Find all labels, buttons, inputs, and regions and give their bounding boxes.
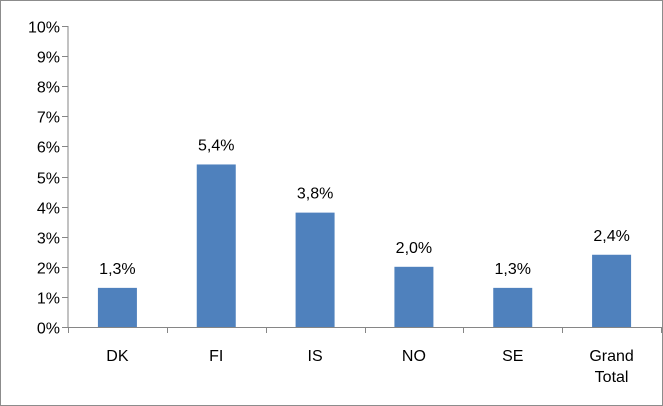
y-tick-label: 5% — [37, 171, 60, 188]
data-label: 2,4% — [593, 228, 629, 245]
bar-fi — [196, 164, 236, 327]
category-label: Grand Total — [589, 348, 633, 386]
data-label: 1,3% — [495, 261, 531, 278]
data-label: 1,3% — [99, 261, 135, 278]
category-label: FI — [209, 348, 223, 365]
x-axis: DK FI IS NO SE Grand Total — [68, 327, 662, 386]
y-tick-label: 4% — [37, 201, 60, 218]
y-axis: 0% 1% 2% 3% 4% 5% 6% 7% 8% 9% 10% — [28, 20, 69, 338]
category-label-line: NO — [402, 348, 426, 365]
data-labels: 1,3% 5,4% 3,8% 2,0% 1,3% 2,4% — [99, 137, 630, 277]
category-label-line: FI — [209, 348, 223, 365]
y-tick-label: 0% — [37, 321, 60, 338]
data-label: 5,4% — [198, 137, 234, 154]
bar-se — [493, 287, 533, 327]
y-tick-label: 1% — [37, 291, 60, 308]
data-label: 2,0% — [396, 240, 432, 257]
category-label: DK — [106, 348, 129, 365]
y-tick-label: 8% — [37, 80, 60, 97]
category-label-line: Grand — [589, 348, 633, 365]
category-label-line: Total — [595, 369, 629, 386]
y-tick-label: 9% — [37, 50, 60, 67]
category-label: IS — [308, 348, 323, 365]
y-tick-label: 10% — [28, 20, 60, 37]
category-label: NO — [402, 348, 426, 365]
bar-dk — [97, 287, 137, 327]
data-label: 3,8% — [297, 186, 333, 203]
y-tick-label: 7% — [37, 110, 60, 127]
category-label-line: DK — [106, 348, 129, 365]
y-tick-label: 6% — [37, 140, 60, 157]
y-tick-label: 3% — [37, 231, 60, 248]
category-label: SE — [502, 348, 523, 365]
bars — [97, 164, 632, 327]
category-label-line: IS — [308, 348, 323, 365]
bar-grand-total — [592, 254, 632, 327]
y-tick-label: 2% — [37, 261, 60, 278]
category-label-line: SE — [502, 348, 523, 365]
bar-no — [394, 266, 434, 327]
bar-is — [295, 212, 335, 327]
